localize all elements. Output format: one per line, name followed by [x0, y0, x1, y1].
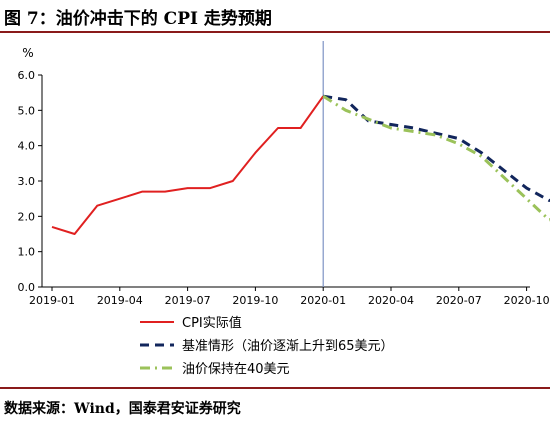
y-tick-label: 6.0: [18, 69, 36, 82]
y-tick-label: 2.0: [18, 210, 36, 223]
data-source: 数据来源：Wind，国泰君安证券研究: [4, 401, 241, 417]
chart-series: [51, 94, 550, 235]
y-tick-label: 0.0: [18, 281, 36, 294]
legend-label: 油价保持在40美元: [182, 362, 290, 377]
cpi-chart: 0.0 1.0 2.0 3.0 4.0 5.0 6.0% 2019-01 2019-04 2019…: [18, 41, 550, 377]
legend-label: 基准情形（油价逐渐上升到65美元）: [182, 339, 394, 354]
y-tick-label: 1.0: [18, 246, 36, 259]
y-tick-label: 4.0: [18, 140, 36, 153]
x-tick-label: 2019-07: [165, 294, 211, 307]
x-tick-label: 2020-01: [300, 294, 346, 307]
x-tick-label: 2020-07: [436, 294, 482, 307]
figure-title: 图 7：油价冲击下的 CPI 走势预期: [4, 9, 272, 29]
chart-axes: 0.0 1.0 2.0 3.0 4.0 5.0 6.0% 2019-01 2019-04 2019…: [18, 41, 550, 307]
series-line-2: [322, 94, 550, 202]
legend-label: CPI实际值: [182, 315, 242, 331]
x-tick-label: 2020-04: [368, 294, 414, 307]
x-tick-label: 2020-10: [504, 294, 550, 307]
y-tick-label: 3.0: [18, 175, 36, 188]
x-tick-label: 2019-04: [97, 294, 143, 307]
series-line-3: [322, 94, 550, 222]
series-line-1: [51, 95, 325, 235]
figure-title-bar: 图 7：油价冲击下的 CPI 走势预期: [0, 0, 550, 33]
source-bar: 数据来源：Wind，国泰君安证券研究: [0, 387, 550, 427]
y-axis-label: %: [22, 46, 33, 60]
y-tick-label: 5.0: [18, 104, 36, 117]
x-tick-label: 2019-01: [29, 294, 75, 307]
x-tick-label: 2019-10: [232, 294, 278, 307]
